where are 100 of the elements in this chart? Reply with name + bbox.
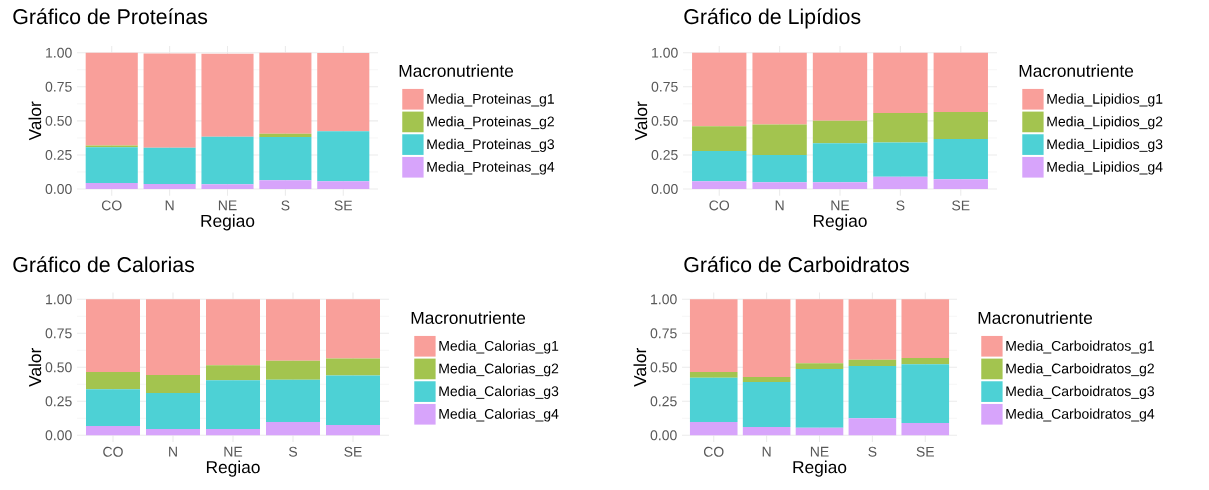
bar bbox=[848, 299, 897, 360]
y-axis-title: Valor bbox=[28, 348, 42, 387]
x-tick-label: CO bbox=[703, 446, 724, 457]
bar bbox=[692, 181, 747, 189]
y-tick-label: 1.00 bbox=[652, 47, 678, 58]
bar bbox=[326, 358, 381, 376]
bar bbox=[933, 179, 988, 189]
bar bbox=[742, 376, 791, 382]
x-tick-label: N bbox=[169, 446, 177, 457]
y-tick-label: 0.75 bbox=[45, 328, 72, 339]
bar bbox=[86, 425, 141, 436]
bar bbox=[901, 299, 950, 358]
y-tick-label: 0.25 bbox=[651, 149, 678, 160]
x-tick-label: SE bbox=[916, 446, 934, 457]
bar bbox=[266, 299, 321, 361]
y-tick-label: 0.00 bbox=[650, 430, 677, 441]
legend-label: Media_Calorias_g2 bbox=[439, 363, 559, 377]
bar bbox=[848, 418, 897, 436]
y-tick-label: 0.25 bbox=[45, 149, 72, 160]
bar bbox=[901, 364, 950, 423]
bar bbox=[933, 52, 988, 112]
bar bbox=[692, 52, 747, 127]
y-tick-label: 0.25 bbox=[650, 396, 677, 407]
y-axis-title: Valor bbox=[28, 101, 42, 141]
bar bbox=[201, 136, 254, 185]
legend-label: Media_Carboidratos_g2 bbox=[1006, 363, 1154, 377]
bar bbox=[206, 299, 261, 366]
x-tick-label: N bbox=[775, 200, 784, 211]
bar bbox=[795, 363, 844, 369]
bar bbox=[317, 131, 370, 182]
bar bbox=[206, 380, 261, 429]
x-tick-label: SE bbox=[952, 200, 970, 211]
bar bbox=[143, 147, 196, 184]
legend-title: Macronutriente bbox=[1019, 64, 1134, 77]
bar bbox=[752, 182, 807, 189]
legend-title: Macronutriente bbox=[978, 311, 1093, 325]
x-tick-label: CO bbox=[103, 446, 123, 457]
bar bbox=[689, 299, 738, 372]
x-axis-title: Regiao bbox=[793, 460, 847, 477]
y-tick-label: 1.00 bbox=[46, 47, 72, 58]
x-tick-label: N bbox=[762, 446, 771, 457]
bar bbox=[812, 182, 868, 189]
x-tick-label: N bbox=[165, 200, 174, 211]
bar bbox=[143, 53, 196, 148]
legend-label: Media_Proteinas_g4 bbox=[427, 161, 555, 175]
bar bbox=[259, 52, 312, 134]
bar bbox=[873, 113, 928, 143]
bar bbox=[752, 52, 807, 125]
bar bbox=[742, 427, 791, 436]
bar bbox=[795, 299, 844, 364]
y-tick-label: 0.00 bbox=[45, 430, 72, 441]
bar bbox=[317, 181, 370, 189]
bar bbox=[873, 52, 928, 114]
legend-label: Media_Lipidios_g2 bbox=[1047, 116, 1163, 130]
bar bbox=[146, 299, 201, 375]
legend-title: Macronutriente bbox=[399, 64, 514, 77]
legend-label: Media_Proteinas_g3 bbox=[427, 138, 555, 152]
bar bbox=[812, 120, 868, 144]
bar bbox=[752, 124, 807, 156]
bar bbox=[259, 137, 312, 181]
bar bbox=[143, 183, 196, 189]
legend-label: Media_Carboidratos_g1 bbox=[1006, 340, 1154, 354]
bar bbox=[933, 138, 988, 180]
bar bbox=[933, 111, 988, 139]
legend-label: Media_Calorias_g3 bbox=[439, 385, 559, 399]
y-tick-label: 0.50 bbox=[650, 362, 677, 373]
bar bbox=[812, 52, 868, 121]
bar bbox=[146, 393, 201, 429]
bar bbox=[266, 379, 321, 422]
legend-title: Macronutriente bbox=[411, 311, 526, 325]
y-tick-label: 0.75 bbox=[650, 328, 677, 339]
x-tick-label: SE bbox=[344, 446, 362, 457]
y-tick-label: 1.00 bbox=[46, 294, 72, 305]
legend-label: Media_Calorias_g1 bbox=[439, 340, 559, 354]
bar bbox=[795, 368, 844, 428]
bar bbox=[266, 360, 321, 380]
bar bbox=[266, 421, 321, 436]
bar bbox=[85, 147, 138, 183]
bar bbox=[86, 389, 141, 426]
bar bbox=[692, 126, 747, 151]
y-axis-title: Valor bbox=[634, 101, 648, 141]
bar bbox=[873, 176, 928, 189]
y-tick-label: 0.75 bbox=[651, 81, 678, 92]
bar bbox=[259, 180, 312, 189]
bar bbox=[752, 155, 807, 183]
bar bbox=[86, 299, 141, 372]
x-tick-label: NE bbox=[224, 446, 243, 457]
bar bbox=[146, 374, 201, 394]
chart-title: Gráfico de Carboidratos bbox=[684, 256, 909, 273]
bar bbox=[201, 53, 254, 137]
bar bbox=[689, 371, 738, 378]
x-tick-label: S bbox=[868, 446, 877, 457]
bar bbox=[848, 365, 897, 419]
bar bbox=[692, 150, 747, 182]
bar bbox=[326, 424, 381, 436]
bar bbox=[326, 375, 381, 425]
legend-label: Media_Carboidratos_g4 bbox=[1006, 408, 1155, 422]
x-tick-label: S bbox=[896, 200, 905, 211]
legend-label: Media_Calorias_g4 bbox=[439, 408, 559, 422]
x-axis-title: Regiao bbox=[813, 214, 867, 231]
